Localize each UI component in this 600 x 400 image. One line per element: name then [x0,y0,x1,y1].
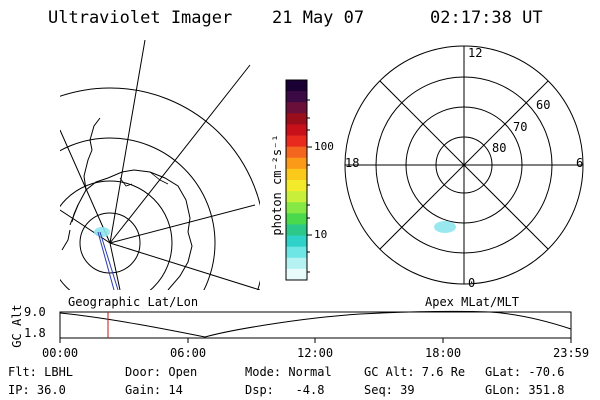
geographic-map [60,40,260,290]
colorbar-swatch [286,91,307,103]
colorbar-swatch [286,180,307,192]
info-gc-alt: GC Alt: 7.6 Re [364,365,466,379]
colorbar-swatch [286,224,307,237]
app-title: Ultraviolet Imager [48,8,233,28]
mlat-label-70: 70 [513,120,528,134]
x-tick-1800: 18:00 [425,346,462,360]
info-glat: GLat: -70.6 [485,365,565,379]
aurora-blob-geo [94,227,110,237]
altitude-timeline [59,310,572,343]
colorbar [286,80,307,281]
colorbar-unit-label: photon cm⁻²s⁻¹ [270,134,284,236]
timeline-ylabel: GC Alt [10,304,24,348]
colorbar-swatch [286,235,307,248]
x-tick-2359: 23:59 [553,346,590,360]
timeline-ymax: 9.0 [24,305,46,319]
colorbar-swatch [286,124,307,137]
mlt-label-12: 12 [468,46,483,60]
info-ip: IP: 36.0 [8,383,66,397]
x-tick-0000: 00:00 [42,346,79,360]
aurora-blob-mag [434,221,456,233]
apex-caption: Apex MLat/MLT [425,295,519,309]
mlat-label-80: 80 [492,141,507,155]
colorbar-swatch [286,202,307,214]
colorbar-swatch [286,213,307,225]
colorbar-swatch [286,102,307,114]
x-tick-0600: 06:00 [170,346,207,360]
mlat-label-60: 60 [536,98,551,112]
info-gain: Gain: 14 [125,383,183,397]
info-door: Door: Open [125,365,198,379]
time-label: 02:17:38 UT [430,8,543,28]
info-dsp: Dsp: -4.8 [245,383,325,397]
mlt-label-6: 6 [576,156,584,170]
colorbar-tick-10: 10 [314,228,328,241]
mlt-label-0: 0 [468,276,476,290]
colorbar-swatch [286,257,307,270]
info-filter: Flt: LBHL [8,365,74,379]
geo-caption: Geographic Lat/Lon [68,295,199,309]
colorbar-swatch [286,157,307,170]
info-seq: Seq: 39 [364,383,415,397]
timeline-ymin: 1.8 [24,326,46,340]
date-label: 21 May 07 [272,8,365,28]
colorbar-swatch [286,113,307,125]
colorbar-tick-100: 100 [314,140,334,153]
colorbar-swatch [286,168,307,181]
colorbar-swatch [286,246,307,259]
info-mode: Mode: Normal [245,365,332,379]
colorbar-swatch [286,268,307,281]
mlt-label-18: 18 [345,156,360,170]
colorbar-swatch [286,80,307,92]
footprint-track [97,231,119,291]
colorbar-swatch [286,191,307,203]
colorbar-swatch [286,135,307,148]
colorbar-swatch [286,146,307,159]
x-tick-1200: 12:00 [297,346,334,360]
info-glon: GLon: 351.8 [485,383,565,397]
polar-mlat-mlt-plot [344,45,584,285]
